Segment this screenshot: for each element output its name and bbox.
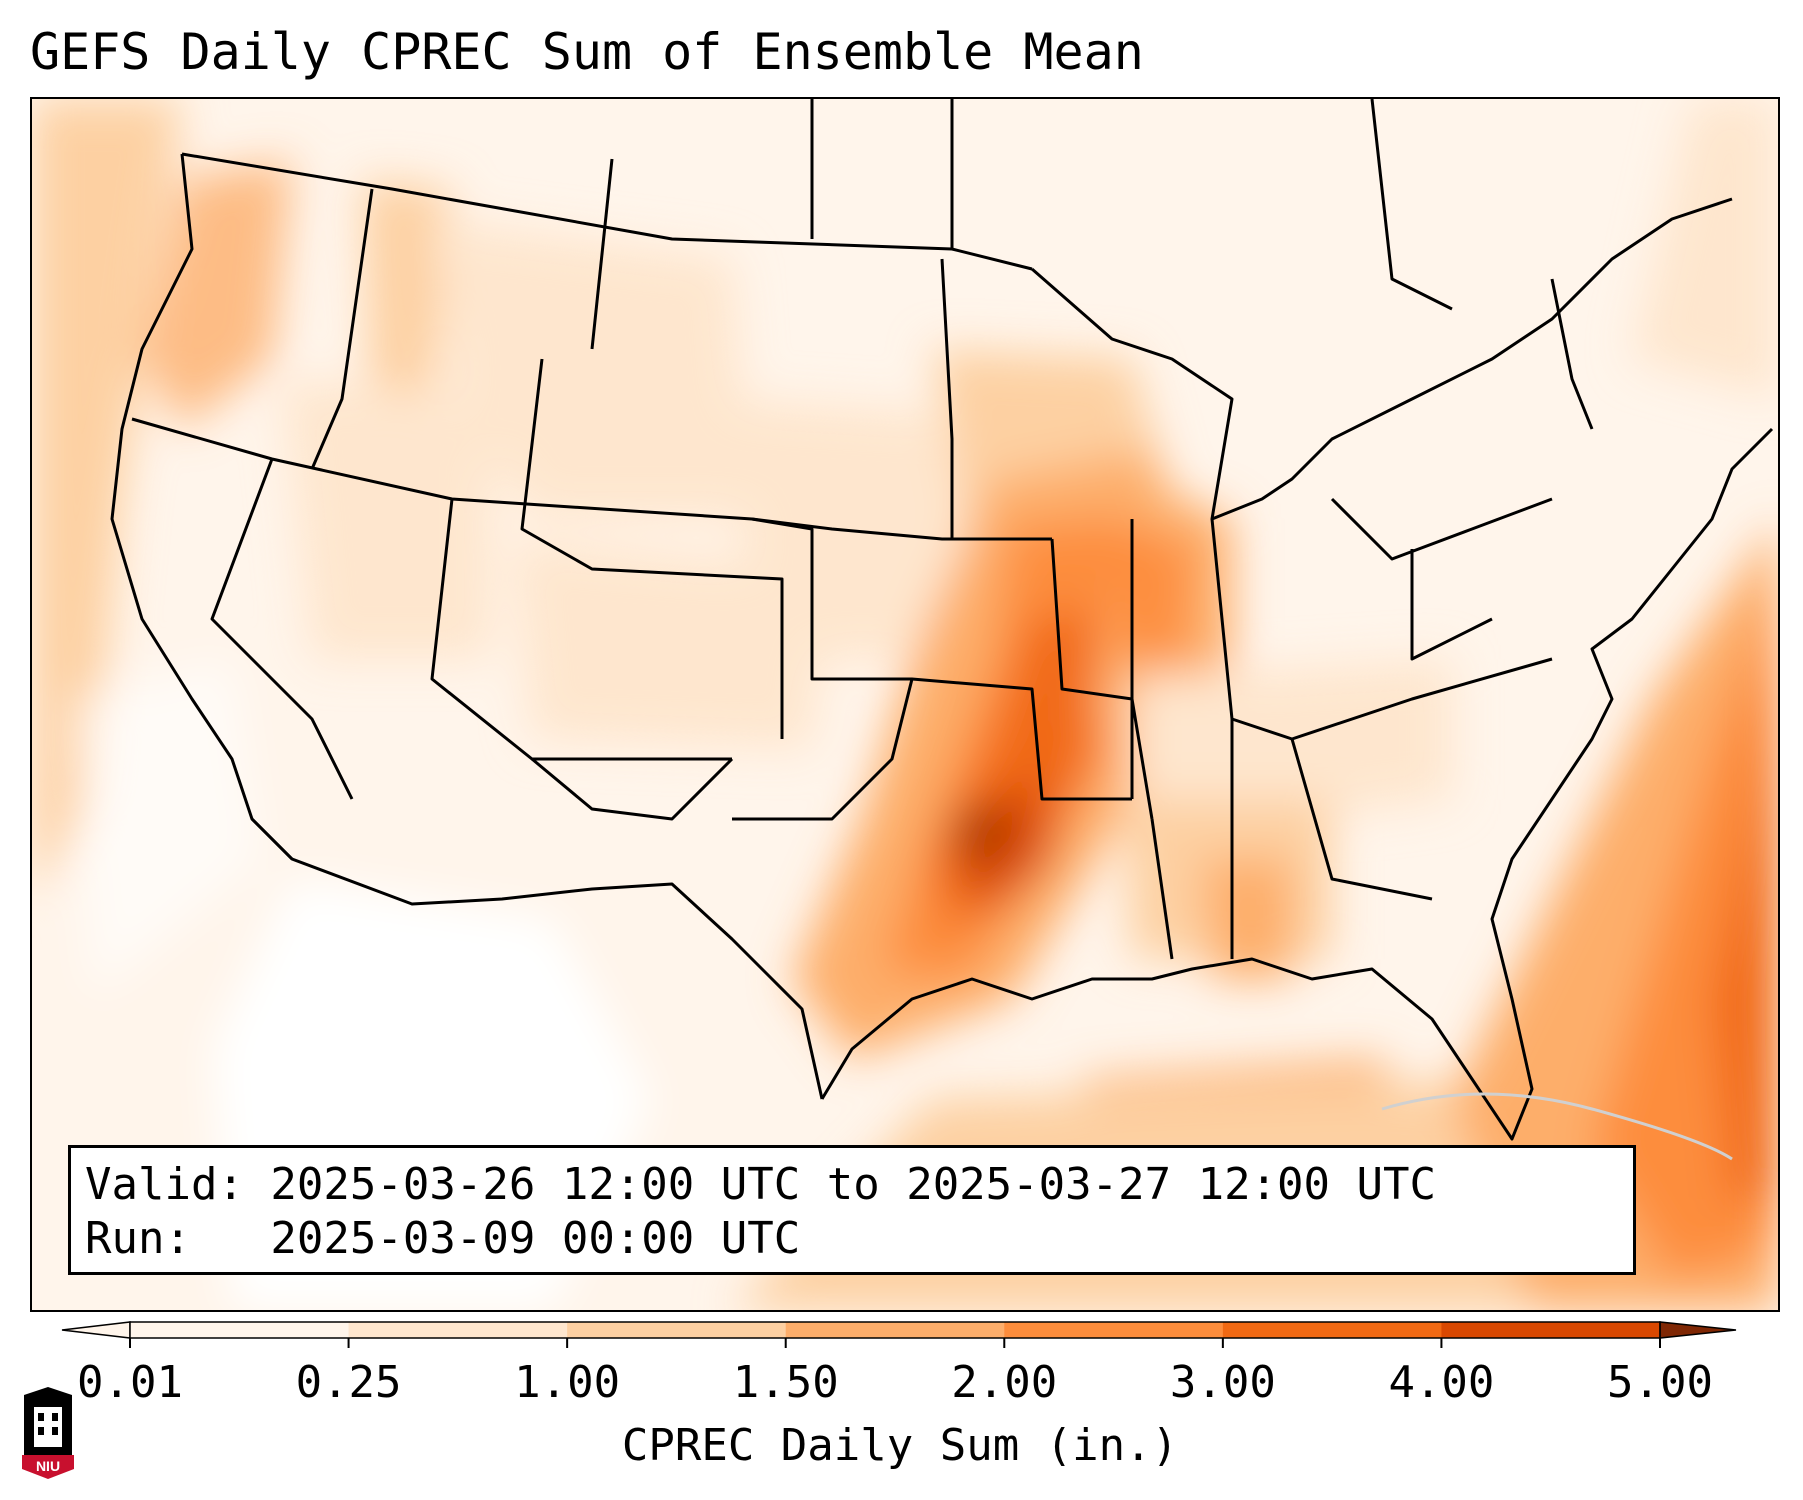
colorbar-tick-label: 5.00 (1607, 1357, 1713, 1408)
map-panel: Valid: 2025-03-26 12:00 UTC to 2025-03-2… (30, 97, 1780, 1312)
colorbar-tick-label: 3.00 (1169, 1357, 1276, 1408)
colorbar-tick-label: 1.00 (514, 1357, 621, 1408)
niu-logo-icon: NIU (22, 1387, 74, 1479)
colorbar-segment (1441, 1322, 1661, 1338)
colorbar (61, 1321, 1737, 1348)
colorbar-segment (785, 1322, 1005, 1338)
colorbar-segment (1222, 1322, 1442, 1338)
cuba-outline (1381, 1092, 1733, 1161)
colorbar-tick-label: 0.01 (77, 1357, 183, 1408)
colorbar-label: CPREC Daily Sum (in.) (621, 1420, 1179, 1471)
run-time-text: Run: 2025-03-09 00:00 UTC (85, 1213, 801, 1264)
map-title: GEFS Daily CPREC Sum of Ensemble Mean (30, 23, 1144, 81)
colorbar-outline (129, 1321, 1661, 1339)
colorbar-segments (61, 1321, 1737, 1339)
colorbar-segment (130, 1322, 350, 1338)
colorbar-segment (1004, 1322, 1224, 1338)
colorbar-tick-label: 4.00 (1388, 1357, 1495, 1408)
valid-time-text: Valid: 2025-03-26 12:00 UTC to 2025-03-2… (85, 1159, 1437, 1210)
precip-map (32, 99, 1778, 1310)
colorbar-under-arrow (61, 1321, 131, 1339)
precip-field (32, 99, 1778, 1310)
logo-text: NIU (36, 1458, 60, 1474)
valid-run-info-box: Valid: 2025-03-26 12:00 UTC to 2025-03-2… (68, 1145, 1636, 1275)
state-borders (110, 99, 1774, 1141)
colorbar-segment (348, 1322, 568, 1338)
colorbar-over-arrow (1659, 1321, 1737, 1339)
colorbar-tick-label: 2.00 (951, 1357, 1058, 1408)
colorbar-segment (567, 1322, 787, 1338)
colorbar-ticks (129, 1338, 1661, 1348)
colorbar-tick-label: 0.25 (295, 1357, 402, 1408)
colorbar-tick-label: 1.50 (732, 1357, 839, 1408)
